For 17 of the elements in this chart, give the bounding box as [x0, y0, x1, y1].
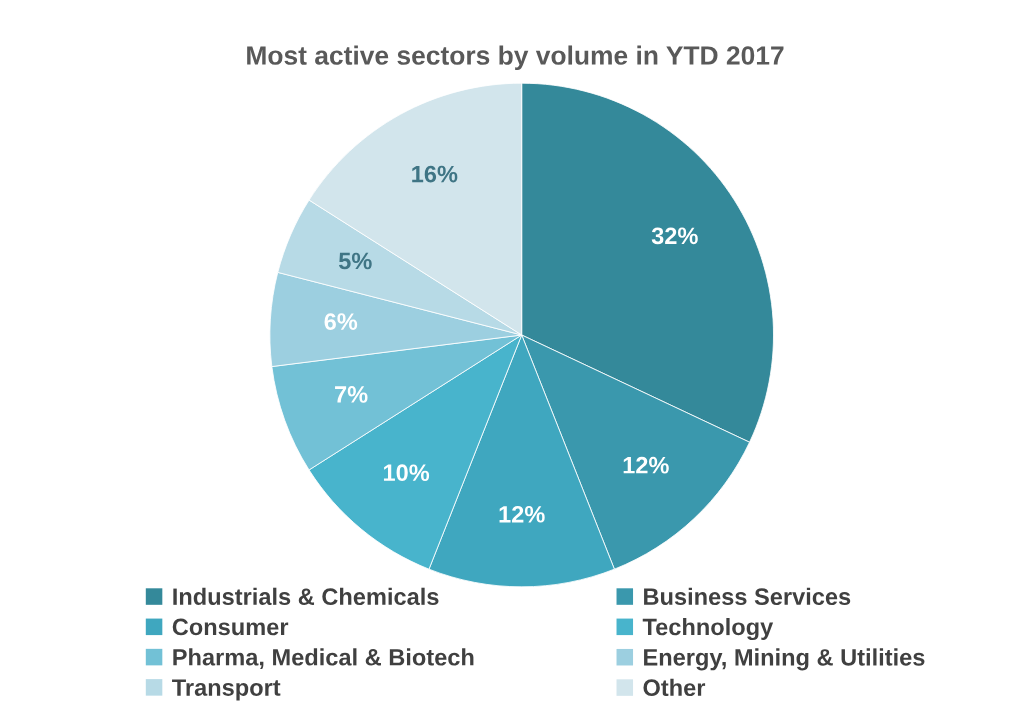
legend-label: Transport [172, 679, 281, 701]
data-label: 7% [335, 386, 368, 403]
data-label: 12% [623, 456, 669, 474]
data-label: 10% [383, 464, 430, 482]
legend-label: Business Services [644, 587, 851, 606]
data-label: 16% [412, 165, 458, 183]
data-label: 32% [651, 227, 698, 245]
data-label: 6% [324, 313, 358, 330]
legend-label: Technology [642, 617, 774, 641]
data-label: 5% [338, 252, 372, 270]
legend-label: Other [643, 678, 706, 697]
legend-label: Industrials & Chemicals [173, 587, 439, 606]
legend-label: Pharma, Medical & Biotech [173, 648, 474, 670]
legend-label: Consumer [172, 618, 289, 636]
chart-title: Most active sectors by volume in YTD 2017 [247, 45, 784, 71]
data-label: 12% [499, 505, 545, 523]
legend-label: Energy, Mining & Utilities [644, 648, 925, 671]
